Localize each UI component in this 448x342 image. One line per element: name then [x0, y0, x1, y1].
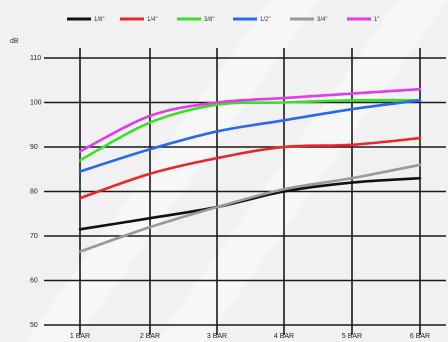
legend-label: 3/8" [204, 17, 214, 23]
y-tick-label: 90 [30, 144, 38, 151]
y-tick-label: 80 [30, 189, 38, 196]
x-tick-label: 5 BAR [342, 333, 362, 340]
x-tick-label: 3 BAR [207, 333, 227, 340]
background-stripes [25, 0, 448, 342]
x-tick-labels: 1 BAR 2 BAR 3 BAR 4 BAR 5 BAR 6 BAR [70, 333, 430, 340]
y-unit-label: dB [10, 38, 19, 45]
y-tick-label: 100 [30, 100, 42, 107]
y-tick-label: 110 [30, 55, 41, 62]
x-tick-label: 2 BAR [140, 333, 160, 340]
x-tick-label: 4 BAR [274, 333, 294, 340]
legend-label: 1/2" [260, 17, 270, 23]
legend-label: 1/4" [147, 17, 157, 23]
x-tick-label: 6 BAR [410, 333, 430, 340]
series-line [78, 163, 422, 253]
legend: 1/8" 1/4" 3/8" 1/2" 3/4" 1" [67, 17, 379, 23]
legend-label: 1" [374, 17, 379, 23]
series-line [78, 176, 422, 231]
x-tick-label: 1 BAR [70, 333, 90, 340]
legend-label: 1/8" [94, 17, 104, 23]
series-line [78, 98, 422, 173]
legend-label: 3/4" [317, 17, 327, 23]
y-tick-labels: 110 100 90 80 70 60 50 [30, 55, 42, 329]
y-tick-label: 50 [30, 322, 38, 329]
series-line [78, 136, 422, 200]
series-lines [78, 87, 422, 253]
y-tick-label: 70 [30, 233, 38, 240]
series-line [78, 87, 422, 153]
y-tick-label: 60 [30, 278, 38, 285]
series-line [78, 98, 422, 162]
